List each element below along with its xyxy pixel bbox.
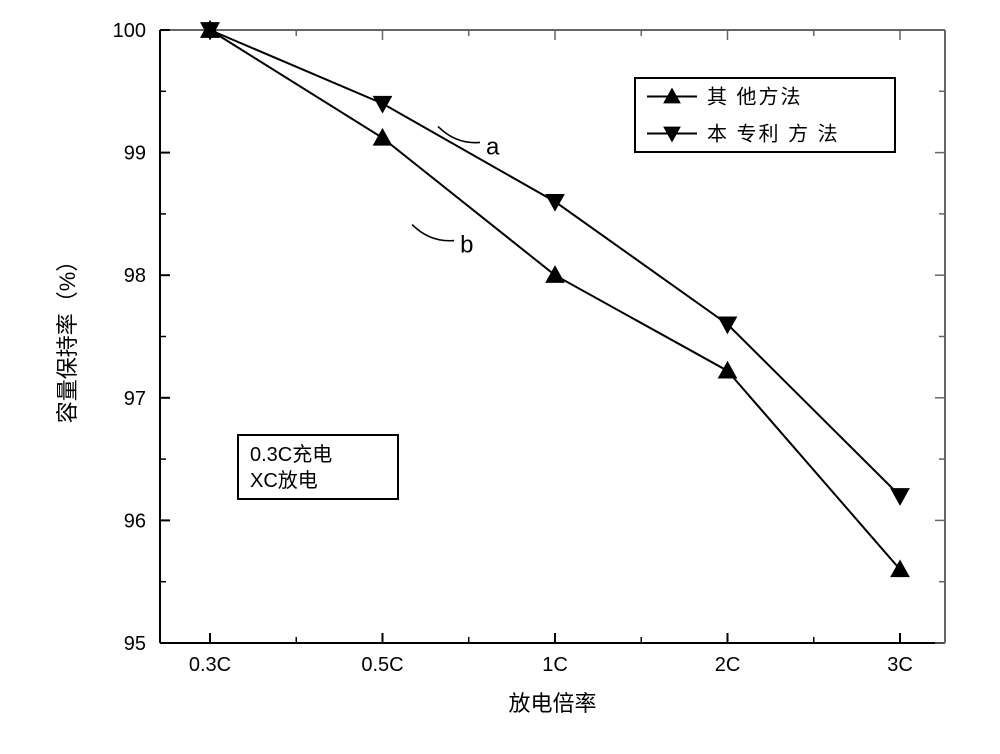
y-tick-label: 99 — [124, 143, 146, 165]
chart-container: 95 96 97 98 99 100 0.3C 0.5C 1C 2C 3C 放电倍率 容量保持率（%） 其… — [0, 0, 1000, 754]
legend: 其 他方法本 专利 方 法 — [635, 78, 895, 152]
x-tick-label: 2C — [715, 654, 741, 676]
legend-label: 本 专利 方 法 — [707, 123, 840, 146]
x-tick-label: 1C — [542, 654, 568, 676]
y-tick-label: 98 — [124, 265, 146, 287]
y-axis-label: 容量保持率（%） — [55, 250, 80, 424]
y-tick-label: 96 — [124, 510, 146, 532]
annotation-a: a — [486, 133, 500, 160]
annotation-b: b — [460, 232, 473, 259]
y-tick-label: 100 — [113, 20, 146, 42]
legend-label: 其 他方法 — [707, 86, 803, 109]
x-tick-label: 0.5C — [361, 654, 403, 676]
x-axis-label: 放电倍率 — [508, 691, 596, 716]
info-line-1: 0.3C充电 — [250, 443, 332, 466]
chart-svg: 95 96 97 98 99 100 0.3C 0.5C 1C 2C 3C 放电倍率 容量保持率（%） 其… — [0, 0, 1000, 754]
x-tick-label: 0.3C — [189, 654, 231, 676]
x-tick-label: 3C — [887, 654, 913, 676]
y-tick-label: 97 — [124, 388, 146, 410]
y-tick-label: 95 — [124, 633, 146, 655]
info-line-2: XC放电 — [250, 469, 318, 492]
